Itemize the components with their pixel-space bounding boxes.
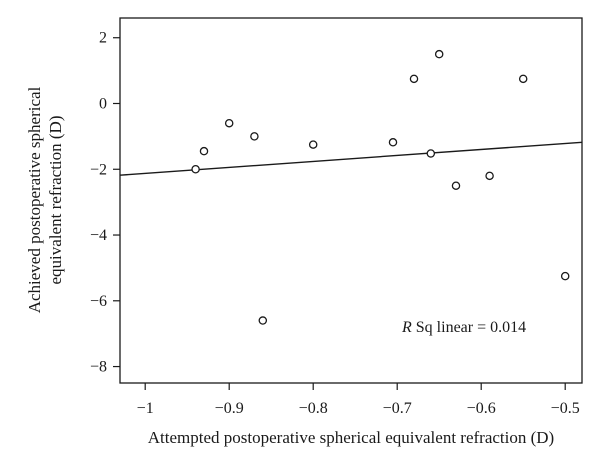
data-point [224,118,234,128]
data-point [426,149,436,158]
regression-line-group [119,141,583,176]
x-tick-label: −0.8 [299,400,328,417]
regression-line [119,141,583,176]
r-squared-annotation: R Sq linear = 0.014 [401,319,526,336]
data-point [560,271,570,281]
r-squared-text: Sq linear = 0.014 [412,319,526,336]
y-axis-title-line-1: Achieved postoperative spherical [25,86,44,313]
data-point [485,171,494,181]
y-tick-label: −6 [90,293,107,310]
y-tick-label: −4 [90,227,107,244]
x-axis: −1 −0.9 −0.8 −0.7 −0.6 −0.5 [137,383,580,417]
data-point [518,74,528,84]
y-tick-label: 2 [99,30,107,47]
x-tick-label: −0.7 [383,400,412,417]
y-tick-label: 0 [99,95,107,112]
y-axis: 2 0 −2 −4 −6 −8 [90,30,120,376]
data-point [250,132,259,141]
plot-frame [119,17,583,384]
r-italic: R [401,319,412,336]
x-tick-label: −1 [137,400,154,417]
data-point [308,140,318,149]
y-tick-label: −8 [90,359,107,376]
data-points [191,49,570,325]
data-point [199,146,209,156]
x-tick-label: −0.9 [215,400,244,417]
x-tick-label: −0.6 [467,400,496,417]
data-point [409,74,419,84]
y-axis-title-line-2: equivalent refraction (D) [46,116,65,285]
data-point [451,181,461,190]
x-tick-label: −0.5 [551,400,580,417]
data-point [191,165,200,174]
y-tick-label: −2 [90,161,107,178]
data-point [434,49,444,59]
data-point [388,138,398,147]
x-axis-title: Attempted postoperative spherical equiva… [148,428,554,447]
data-point [258,316,268,325]
y-axis-title: Achieved postoperative spherical equival… [25,86,65,313]
